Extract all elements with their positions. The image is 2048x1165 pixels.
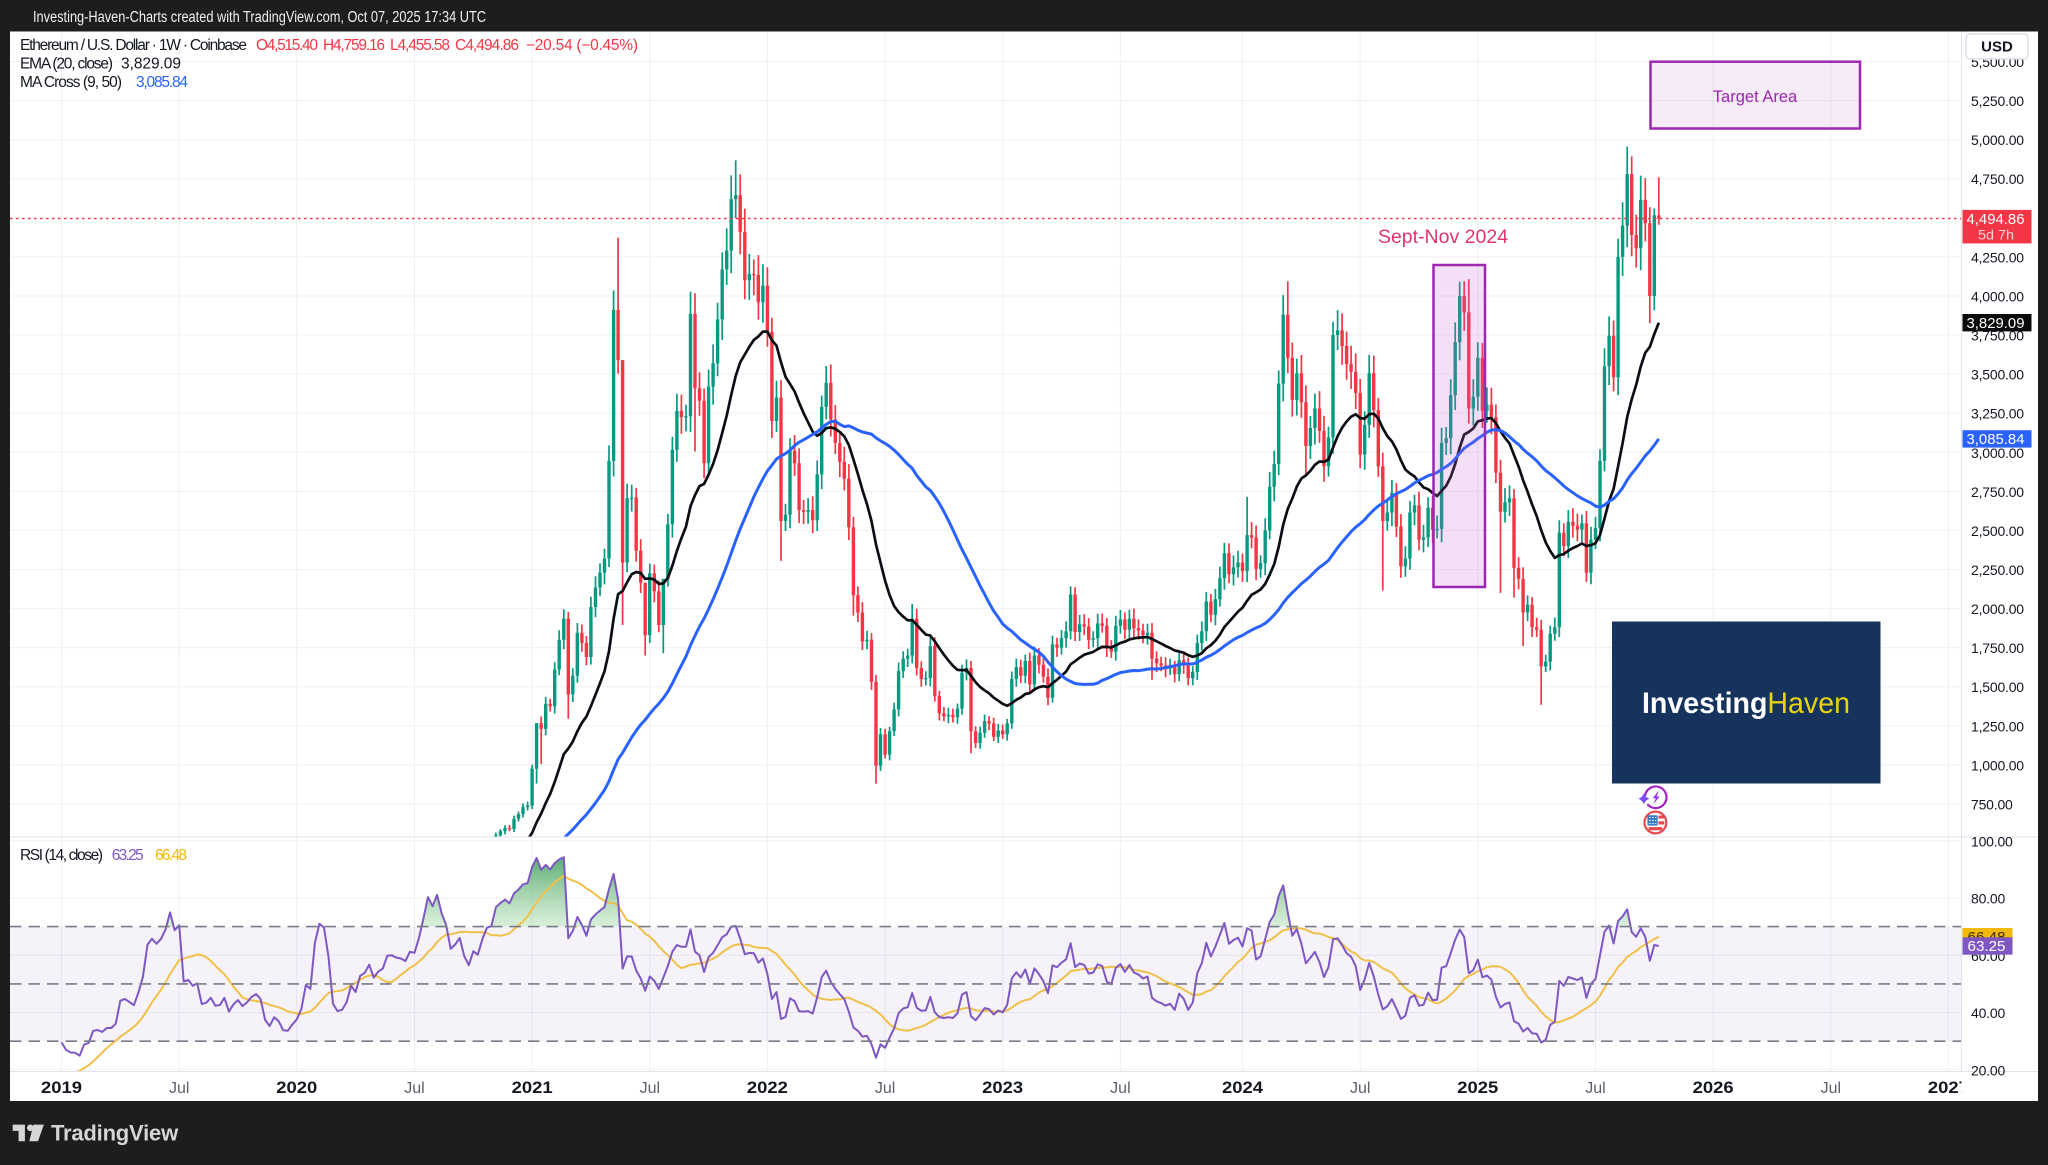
svg-text:2025: 2025 — [1457, 1079, 1498, 1097]
svg-text:Jul: Jul — [1350, 1080, 1370, 1097]
svg-text:C4,494.86: C4,494.86 — [455, 37, 519, 54]
svg-text:2024: 2024 — [1222, 1079, 1264, 1097]
svg-text:80.00: 80.00 — [1971, 891, 2005, 907]
svg-text:Jul: Jul — [875, 1080, 895, 1097]
svg-text:2,750.00: 2,750.00 — [1971, 484, 2024, 500]
svg-text:3,085.84: 3,085.84 — [136, 74, 188, 91]
svg-text:4,250.00: 4,250.00 — [1971, 249, 2024, 265]
svg-text:TradingView: TradingView — [51, 1121, 179, 1146]
svg-text:2026: 2026 — [1693, 1079, 1734, 1097]
svg-text:5,000.00: 5,000.00 — [1971, 132, 2024, 148]
svg-text:2022: 2022 — [747, 1079, 788, 1097]
svg-text:4,000.00: 4,000.00 — [1971, 289, 2024, 305]
svg-text:Jul: Jul — [1821, 1080, 1841, 1097]
svg-text:Sept-Nov 2024: Sept-Nov 2024 — [1378, 226, 1508, 248]
svg-text:1,000.00: 1,000.00 — [1971, 757, 2024, 773]
svg-text:O4,515.40: O4,515.40 — [256, 37, 318, 54]
svg-text:3,250.00: 3,250.00 — [1971, 406, 2024, 422]
svg-text:3,000.00: 3,000.00 — [1971, 445, 2024, 461]
svg-text:Jul: Jul — [404, 1080, 424, 1097]
svg-text:2027: 2027 — [1928, 1079, 1969, 1097]
svg-text:3,085.84: 3,085.84 — [1967, 431, 2025, 448]
svg-text:H4,759.16: H4,759.16 — [323, 37, 385, 54]
svg-text:4,494.86: 4,494.86 — [1967, 211, 2025, 228]
svg-text:5,250.00: 5,250.00 — [1971, 93, 2024, 109]
svg-text:EMA (20, close): EMA (20, close) — [20, 56, 113, 73]
svg-text:InvestingHaven: InvestingHaven — [1642, 687, 1850, 720]
svg-text:3,500.00: 3,500.00 — [1971, 367, 2024, 383]
svg-text:20.00: 20.00 — [1971, 1062, 2005, 1078]
svg-text:Jul: Jul — [1110, 1080, 1130, 1097]
svg-text:USD: USD — [1981, 39, 2013, 56]
svg-text:Ethereum / U.S. Dollar · 1W ·: Ethereum / U.S. Dollar · 1W · Coinbase — [20, 37, 247, 54]
svg-text:2020: 2020 — [276, 1079, 317, 1097]
svg-text:Target Area: Target Area — [1713, 88, 1798, 106]
svg-text:100.00: 100.00 — [1971, 833, 2013, 849]
svg-text:3,829.09: 3,829.09 — [121, 56, 181, 73]
svg-text:Investing-Haven-Charts created: Investing-Haven-Charts created with Trad… — [33, 9, 486, 26]
svg-text:1,250.00: 1,250.00 — [1971, 718, 2024, 734]
svg-text:2,250.00: 2,250.00 — [1971, 562, 2024, 578]
svg-text:3,750.00: 3,750.00 — [1971, 328, 2024, 344]
svg-text:2023: 2023 — [982, 1079, 1023, 1097]
svg-text:MA Cross (9, 50): MA Cross (9, 50) — [20, 74, 122, 91]
svg-text:RSI (14, close): RSI (14, close) — [20, 847, 103, 864]
svg-text:1,750.00: 1,750.00 — [1971, 640, 2024, 656]
svg-text:63.25: 63.25 — [112, 847, 144, 864]
svg-text:L4,455.58: L4,455.58 — [390, 37, 450, 54]
svg-text:40.00: 40.00 — [1971, 1005, 2005, 1021]
svg-text:2021: 2021 — [512, 1079, 553, 1097]
svg-text:63.25: 63.25 — [1968, 938, 2006, 955]
svg-text:Jul: Jul — [1585, 1080, 1605, 1097]
svg-text:66.48: 66.48 — [155, 847, 187, 864]
svg-text:2019: 2019 — [41, 1079, 82, 1097]
svg-text:2,500.00: 2,500.00 — [1971, 523, 2024, 539]
svg-text:3,829.09: 3,829.09 — [1967, 315, 2025, 332]
svg-text:5d 7h: 5d 7h — [1978, 227, 2014, 243]
svg-text:2,000.00: 2,000.00 — [1971, 601, 2024, 617]
svg-text:4,750.00: 4,750.00 — [1971, 171, 2024, 187]
svg-text:Jul: Jul — [640, 1080, 660, 1097]
svg-text:1,500.00: 1,500.00 — [1971, 679, 2024, 695]
svg-text:−20.54 (−0.45%): −20.54 (−0.45%) — [526, 37, 638, 54]
svg-text:Jul: Jul — [169, 1080, 189, 1097]
svg-text:750.00: 750.00 — [1971, 797, 2013, 813]
